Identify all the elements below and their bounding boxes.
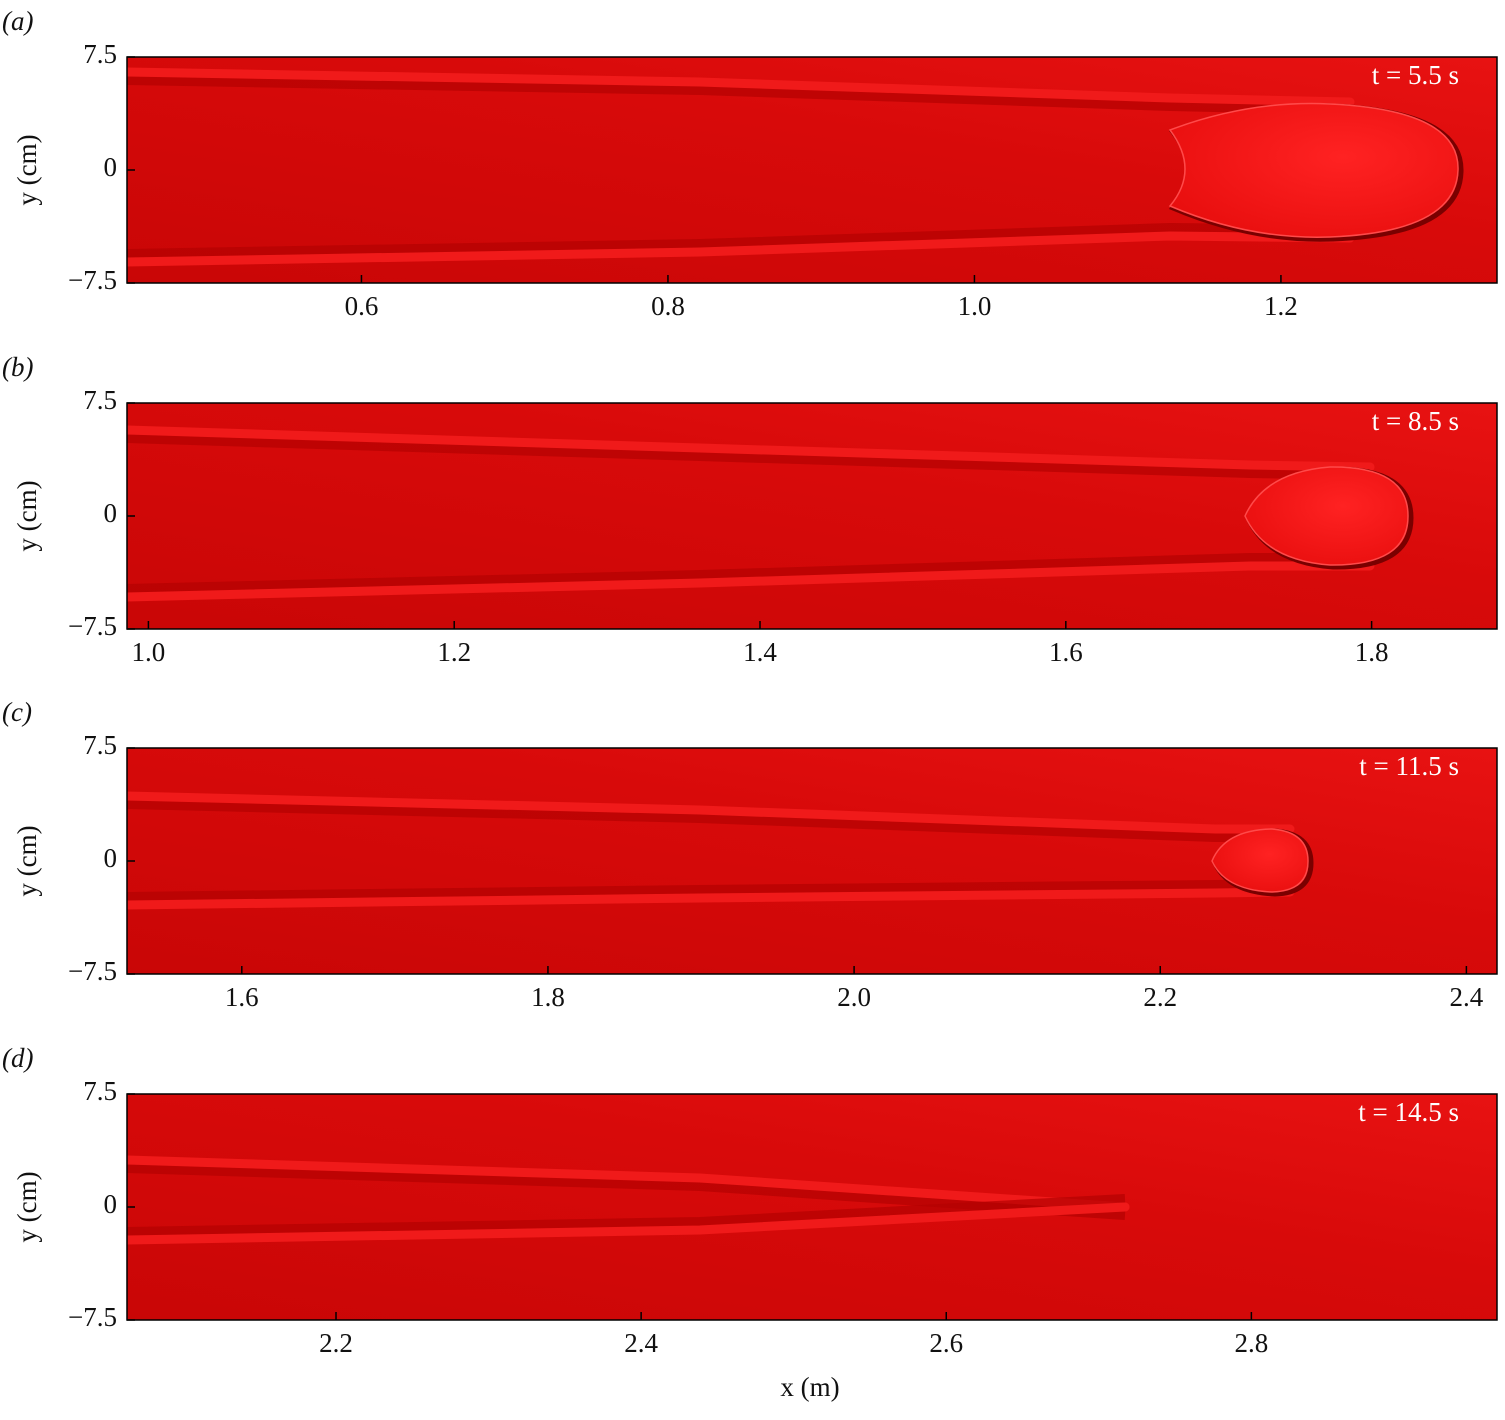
field: [127, 748, 1497, 974]
x-tick-label: 1.8: [1355, 637, 1389, 667]
wake-streak: [127, 231, 1355, 267]
x-axis-label: x (m): [780, 1372, 839, 1402]
y-axis-label: y (cm): [12, 134, 42, 205]
x-tick-label: 1.8: [531, 982, 565, 1012]
x-tick-label: 2.4: [1450, 982, 1484, 1012]
annotation: t = 11.5 s: [1359, 751, 1459, 781]
x-tick-label: 1.2: [437, 637, 471, 667]
annotation: t = 5.5 s: [1372, 60, 1459, 90]
y-tick-label: 0: [104, 152, 118, 182]
gravity-current-head: [1211, 828, 1309, 893]
y-tick-label: −7.5: [68, 611, 117, 641]
x-tick-label: 2.4: [624, 1328, 658, 1358]
y-tick-label: 0: [104, 498, 118, 528]
y-tick-label: 0: [104, 1189, 118, 1219]
wake-streak: [127, 67, 1355, 107]
wake-streak: [127, 791, 1295, 834]
y-tick-label: 7.5: [83, 385, 117, 415]
x-tick-label: 2.8: [1235, 1328, 1269, 1358]
field: [127, 57, 1497, 283]
y-axis-label: y (cm): [12, 825, 42, 896]
y-axis-label: y (cm): [12, 1171, 42, 1242]
field: [127, 403, 1497, 629]
x-tick-label: 2.2: [319, 1328, 353, 1358]
gravity-current-head: [1168, 102, 1459, 238]
wake-streak: [127, 425, 1375, 472]
x-tick-label: 0.6: [345, 291, 379, 321]
gravity-current-head: [1244, 466, 1409, 566]
panel-label: (b): [2, 352, 33, 382]
wake-streak: [127, 1202, 1130, 1245]
x-tick-label: 1.2: [1264, 291, 1298, 321]
x-tick-label: 1.6: [225, 982, 259, 1012]
panel-label: (c): [2, 697, 32, 727]
x-tick-label: 2.0: [837, 982, 871, 1012]
x-tick-label: 1.6: [1049, 637, 1083, 667]
field: [127, 1094, 1497, 1320]
y-tick-label: 7.5: [83, 730, 117, 760]
y-tick-label: 7.5: [83, 39, 117, 69]
x-tick-label: 1.4: [743, 637, 777, 667]
annotation: t = 8.5 s: [1372, 406, 1459, 436]
field-background: [127, 1094, 1497, 1320]
x-tick-label: 2.6: [929, 1328, 963, 1358]
x-tick-label: 1.0: [958, 291, 992, 321]
wake-shadow: [127, 1194, 1126, 1237]
annotation: t = 14.5 s: [1358, 1097, 1459, 1127]
y-tick-label: 7.5: [83, 1076, 117, 1106]
wake-streak: [127, 1155, 1130, 1212]
x-tick-label: 0.8: [651, 291, 685, 321]
y-tick-label: 0: [104, 843, 118, 873]
x-tick-label: 2.2: [1143, 982, 1177, 1012]
y-tick-label: −7.5: [68, 265, 117, 295]
panel-label: (a): [2, 6, 33, 36]
y-tick-label: −7.5: [68, 956, 117, 986]
panel-label: (d): [2, 1043, 33, 1073]
y-axis-label: y (cm): [12, 480, 42, 551]
x-tick-label: 1.0: [132, 637, 166, 667]
y-tick-label: −7.5: [68, 1302, 117, 1332]
